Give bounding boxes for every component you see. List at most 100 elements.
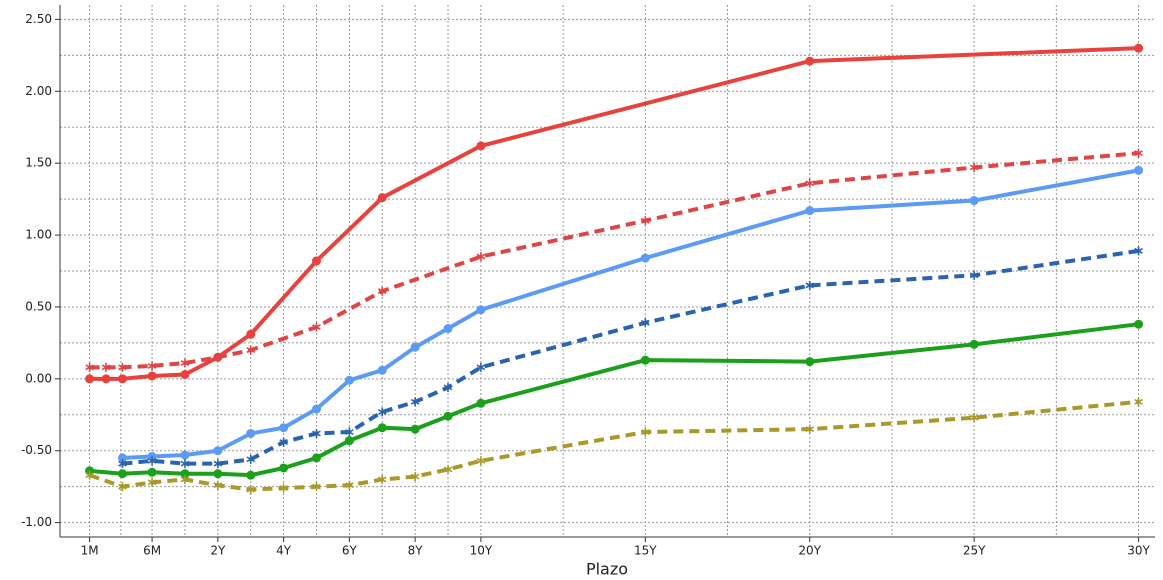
point (410, 397, 420, 407)
point (641, 318, 650, 328)
point (1134, 148, 1143, 158)
point (101, 362, 111, 372)
x-tick-label: 25Y (963, 544, 986, 558)
point (118, 362, 127, 372)
point (640, 355, 650, 365)
point (246, 345, 256, 355)
point (180, 469, 190, 479)
point (377, 407, 387, 417)
point (410, 424, 420, 434)
y-tick-label: 0.00 (25, 371, 52, 385)
point (311, 256, 321, 266)
point (213, 352, 223, 362)
x-tick-label: 6Y (342, 544, 358, 558)
point (377, 193, 387, 203)
point (443, 464, 453, 474)
point (969, 270, 979, 280)
x-tick-label: 30Y (1127, 544, 1150, 558)
point (805, 178, 815, 188)
point (85, 374, 95, 384)
point (476, 305, 486, 315)
point (377, 286, 387, 296)
point (246, 485, 256, 495)
x-tick-label: 8Y (408, 544, 424, 558)
point (311, 453, 321, 463)
point (117, 374, 127, 384)
point (1134, 319, 1144, 329)
point (377, 423, 387, 433)
point (969, 339, 979, 349)
y-tick-label: -1.00 (21, 515, 52, 529)
point (641, 216, 650, 226)
point (969, 162, 979, 172)
point (476, 398, 486, 408)
point (147, 361, 157, 371)
point (279, 423, 289, 433)
y-tick-label: 1.50 (25, 156, 52, 170)
point (1134, 165, 1144, 175)
point (147, 371, 157, 381)
x-tick-label: 1M (81, 544, 99, 558)
series-line (89, 151, 1139, 370)
point (641, 427, 650, 437)
y-tick-label: -0.50 (21, 443, 52, 457)
x-tick-label: 15Y (634, 544, 657, 558)
x-tick-label: 4Y (276, 544, 292, 558)
point (213, 446, 223, 456)
point (1134, 246, 1143, 256)
point (117, 453, 127, 463)
point (213, 480, 223, 490)
point (1134, 43, 1144, 53)
x-tick-label: 20Y (798, 544, 821, 558)
point (180, 450, 190, 460)
point (118, 459, 127, 469)
point (246, 329, 256, 339)
x-tick-label: 6M (143, 544, 161, 558)
point (117, 469, 127, 479)
point (805, 56, 815, 66)
point (312, 322, 321, 332)
y-tick-label: 2.50 (25, 12, 52, 26)
point (344, 436, 354, 446)
point (279, 437, 288, 447)
point (345, 480, 354, 490)
point (476, 456, 486, 466)
point (640, 253, 650, 263)
point (180, 358, 190, 368)
point (805, 280, 815, 290)
point (279, 463, 289, 473)
point (279, 483, 288, 493)
point (443, 324, 453, 334)
point (85, 362, 94, 372)
point (180, 459, 190, 469)
point (246, 428, 256, 438)
point (246, 454, 256, 464)
point (147, 467, 157, 477)
y-tick-label: 1.00 (25, 228, 52, 242)
point (476, 252, 486, 262)
point (213, 459, 223, 469)
x-axis-label: Plazo (586, 560, 628, 579)
x-tick-label: 10Y (470, 544, 493, 558)
point (443, 382, 453, 392)
point (1134, 397, 1143, 407)
point (345, 427, 354, 437)
series-line (122, 168, 1139, 460)
point (377, 474, 387, 484)
point (476, 362, 486, 372)
point (85, 470, 94, 480)
point (805, 206, 815, 216)
point (147, 456, 157, 466)
point (101, 374, 111, 384)
point (969, 196, 979, 206)
point (476, 141, 486, 151)
point (180, 474, 190, 484)
point (443, 411, 453, 421)
y-tick-label: 2.00 (25, 84, 52, 98)
x-tick-label: 2Y (210, 544, 226, 558)
point (180, 370, 190, 380)
point (312, 482, 321, 492)
point (805, 424, 815, 434)
point (410, 342, 420, 352)
